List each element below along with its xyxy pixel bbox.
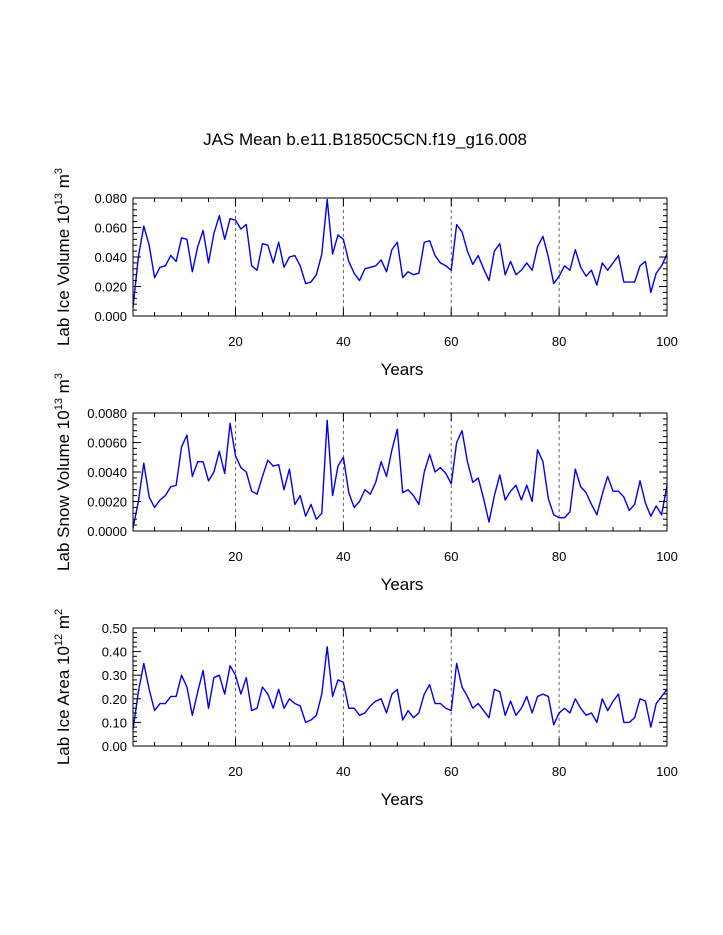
y-tick-label: 0.040 [94, 250, 127, 265]
y-tick-label: 0.40 [102, 645, 127, 660]
chart-title: JAS Mean b.e11.B1850C5CN.f19_g16.008 [203, 130, 527, 149]
panel-3: 0.00 0.10 0.20 0.30 0.40 0.50 20 40 60 80 100 Years… [53, 609, 678, 809]
y-tick-label: 0.00 [102, 739, 127, 754]
y-axis-label: Lab Snow Volume 1013 m3 [53, 373, 73, 571]
plot-frame [132, 627, 668, 747]
y-tick-label: 0.080 [94, 191, 127, 206]
x-tick-label: 20 [228, 764, 242, 779]
x-tick-label: 60 [444, 764, 458, 779]
y-tick-label: 0.020 [94, 280, 127, 295]
y-tick-label: 0.20 [102, 692, 127, 707]
x-tick-label: 100 [656, 764, 678, 779]
series-line-3-1 [132, 646, 668, 730]
x-tick-label: 80 [552, 334, 566, 349]
y-axis-label: Lab Ice Area 1012 m2 [53, 609, 73, 765]
y-tick-label: 0.50 [102, 621, 127, 636]
x-tick-label: 60 [444, 334, 458, 349]
panel-1: 0.000 0.020 0.040 0.060 0.080 20 40 60 80 100 Year… [53, 168, 678, 379]
x-tick-label: 60 [444, 549, 458, 564]
series-line-1-1 [132, 198, 668, 308]
x-tick-label: 80 [552, 549, 566, 564]
x-tick-label: 20 [228, 549, 242, 564]
panel-2: 0.0000 0.0020 0.0040 0.0060 0.0080 20 40 60 80 10… [53, 373, 678, 594]
x-axis-label: Years [381, 790, 424, 809]
y-tick-label: 0.0020 [87, 495, 127, 510]
x-tick-label: 80 [552, 764, 566, 779]
x-tick-label: 100 [656, 549, 678, 564]
y-axis-label: Lab Ice Volume 1013 m3 [53, 168, 73, 346]
x-tick-label: 100 [656, 334, 678, 349]
x-tick-label: 40 [336, 334, 350, 349]
x-axis-label: Years [381, 575, 424, 594]
x-tick-label: 40 [336, 764, 350, 779]
y-tick-label: 0.10 [102, 715, 127, 730]
x-tick-label: 20 [228, 334, 242, 349]
y-tick-label: 0.30 [102, 668, 127, 683]
chart-panels: 0.000 0.020 0.040 0.060 0.080 20 40 60 80 100 Year… [53, 168, 678, 809]
y-tick-label: 0.060 [94, 221, 127, 236]
series-line-2-1 [132, 419, 668, 529]
y-tick-label: 0.000 [94, 309, 127, 324]
x-tick-label: 40 [336, 549, 350, 564]
y-tick-label: 0.0060 [87, 436, 127, 451]
y-tick-label: 0.0000 [87, 524, 127, 539]
y-tick-label: 0.0040 [87, 465, 127, 480]
x-axis-label: Years [381, 360, 424, 379]
y-tick-label: 0.0080 [87, 406, 127, 421]
